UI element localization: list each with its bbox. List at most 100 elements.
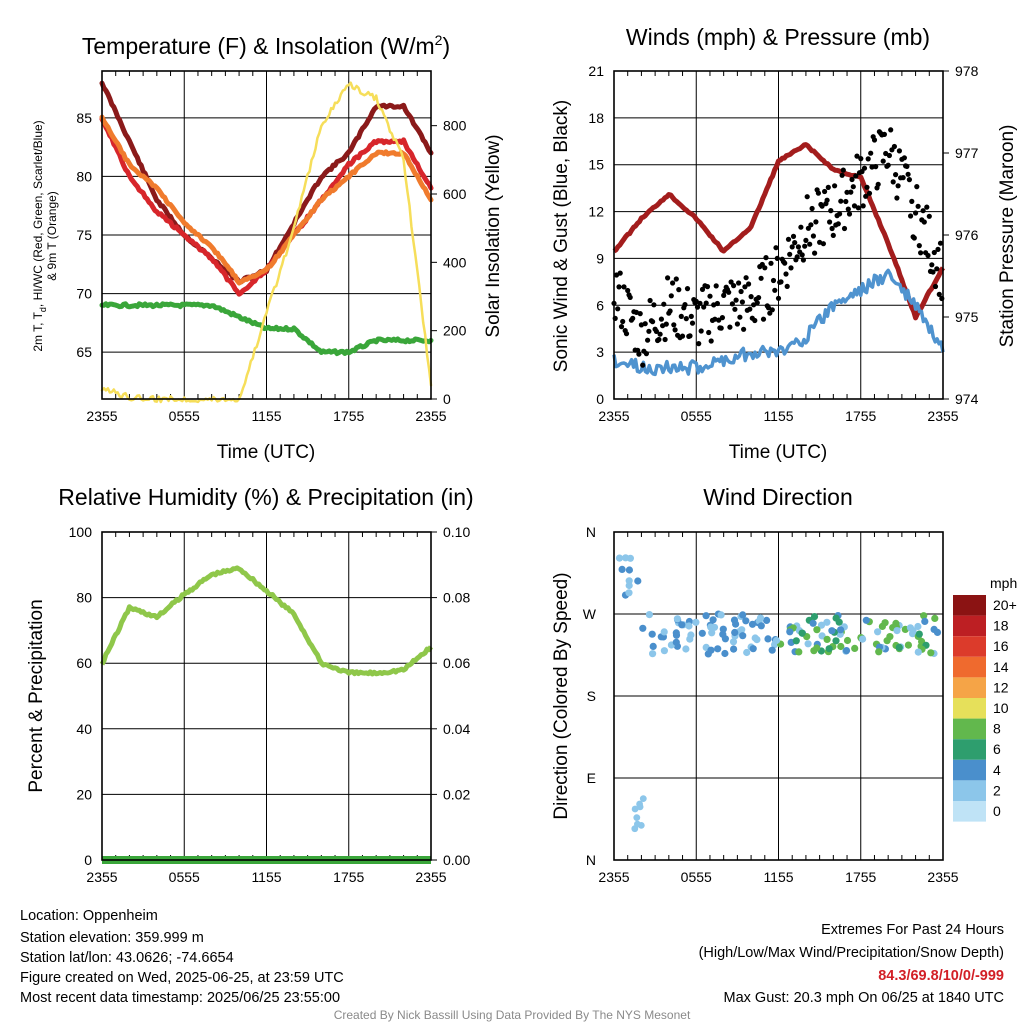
footer-left: Location: Oppenheim Station elevation: 3… bbox=[20, 908, 344, 1006]
gust-point bbox=[888, 127, 894, 133]
gust-point bbox=[808, 222, 814, 228]
direction-point bbox=[708, 629, 716, 637]
gust-point bbox=[935, 246, 941, 252]
gust-point bbox=[688, 313, 694, 319]
gust-point bbox=[828, 208, 834, 214]
y-tick-label: 15 bbox=[588, 157, 604, 173]
gust-point bbox=[807, 241, 813, 247]
gust-point bbox=[665, 275, 671, 281]
direction-point bbox=[914, 648, 922, 656]
gust-point bbox=[893, 172, 899, 178]
direction-point bbox=[851, 644, 859, 653]
direction-point bbox=[639, 795, 647, 802]
direction-point bbox=[732, 620, 740, 628]
y2-tick-label: 978 bbox=[955, 63, 979, 79]
extremes-legend: (High/Low/Max Wind/Precipitation/Snow De… bbox=[699, 945, 1004, 961]
direction-point bbox=[731, 628, 739, 637]
gust-point bbox=[787, 251, 793, 257]
direction-point bbox=[672, 638, 680, 646]
gust-point bbox=[804, 194, 810, 200]
direction-tick-label: E bbox=[587, 770, 596, 786]
gust-point bbox=[813, 219, 819, 225]
y2-tick-label: 400 bbox=[443, 254, 467, 270]
gust-point bbox=[838, 198, 844, 204]
gust-point bbox=[901, 155, 908, 161]
temperature-panel: Temperature (F) & Insolation (W/m2) 2m T… bbox=[31, 32, 504, 463]
gust-point bbox=[920, 208, 926, 214]
direction-point bbox=[764, 635, 772, 643]
y-tick-label: 85 bbox=[76, 110, 92, 126]
legend-label: 16 bbox=[993, 638, 1009, 654]
x-tick-label: 1755 bbox=[845, 408, 876, 424]
direction-point bbox=[813, 644, 821, 652]
gust-point bbox=[866, 190, 873, 196]
wind-panel: Winds (mph) & Pressure (mb) Sonic Wind &… bbox=[551, 24, 1018, 463]
y-tick-label: 0 bbox=[84, 852, 92, 868]
gust-point bbox=[858, 156, 864, 162]
gust-point bbox=[905, 171, 911, 177]
gust-point bbox=[775, 295, 782, 301]
direction-point bbox=[756, 614, 765, 622]
y-tick-label: 0 bbox=[596, 391, 604, 407]
direction-point bbox=[904, 641, 913, 649]
legend-label: 12 bbox=[993, 679, 1009, 695]
gust-point bbox=[620, 318, 626, 325]
x-tick-label: 1755 bbox=[333, 408, 364, 424]
legend-label: 10 bbox=[993, 700, 1009, 716]
legend-label: 2 bbox=[993, 782, 1001, 798]
gust-point bbox=[684, 286, 691, 292]
direction-point bbox=[686, 635, 694, 643]
direction-point bbox=[702, 612, 710, 620]
gust-point bbox=[762, 265, 768, 271]
gust-point bbox=[850, 184, 856, 190]
gust-point bbox=[792, 240, 798, 246]
x-tick-label: 1755 bbox=[845, 869, 876, 885]
direction-point bbox=[825, 645, 833, 653]
direction-point bbox=[739, 632, 747, 640]
gust-point bbox=[774, 255, 780, 261]
gust-point bbox=[763, 255, 769, 261]
direction-point bbox=[636, 803, 644, 811]
wind-plot: 2355 0555 1155 1755 235503691215182197497597… bbox=[588, 63, 978, 424]
direction-point bbox=[730, 645, 738, 653]
direction-point bbox=[804, 640, 812, 648]
legend-swatch bbox=[953, 759, 986, 781]
gust-point bbox=[871, 137, 878, 143]
y-tick-label: 75 bbox=[76, 227, 92, 243]
gust-point bbox=[810, 233, 817, 239]
gust-point bbox=[783, 271, 789, 277]
gust-point bbox=[929, 262, 935, 268]
gust-point bbox=[714, 300, 721, 307]
gust-point bbox=[636, 351, 642, 357]
direction-point bbox=[832, 614, 840, 622]
direction-point bbox=[810, 613, 819, 621]
direction-point bbox=[751, 634, 759, 642]
gust-point bbox=[848, 189, 854, 195]
gust-point bbox=[760, 316, 767, 322]
legend-swatch bbox=[953, 739, 986, 760]
gust-point bbox=[824, 197, 830, 203]
gust-point bbox=[794, 254, 800, 260]
gust-point bbox=[853, 173, 859, 179]
gust-point bbox=[784, 283, 790, 289]
direction-tick-label: N bbox=[586, 524, 596, 540]
direction-point bbox=[625, 566, 634, 574]
y-tick-label: 21 bbox=[588, 63, 604, 79]
gust-point bbox=[701, 304, 707, 310]
legend-swatch bbox=[953, 656, 986, 678]
direction-point bbox=[673, 615, 682, 623]
legend-label: 20+ bbox=[993, 597, 1017, 613]
gust-point bbox=[936, 291, 942, 297]
x-tick-label: 1155 bbox=[763, 408, 793, 424]
gust-point bbox=[734, 321, 741, 327]
gust-point bbox=[716, 317, 722, 323]
gust-point bbox=[625, 287, 631, 294]
wind-speed-line bbox=[612, 268, 945, 377]
max-gust: Max Gust: 20.3 mph On 06/25 at 1840 UTC bbox=[724, 990, 1004, 1006]
direction-point bbox=[721, 649, 729, 658]
gust-point bbox=[618, 324, 625, 330]
gust-point bbox=[768, 260, 774, 266]
direction-point bbox=[618, 565, 626, 574]
x-tick-label: 1155 bbox=[251, 408, 281, 424]
direction-point bbox=[828, 627, 836, 635]
